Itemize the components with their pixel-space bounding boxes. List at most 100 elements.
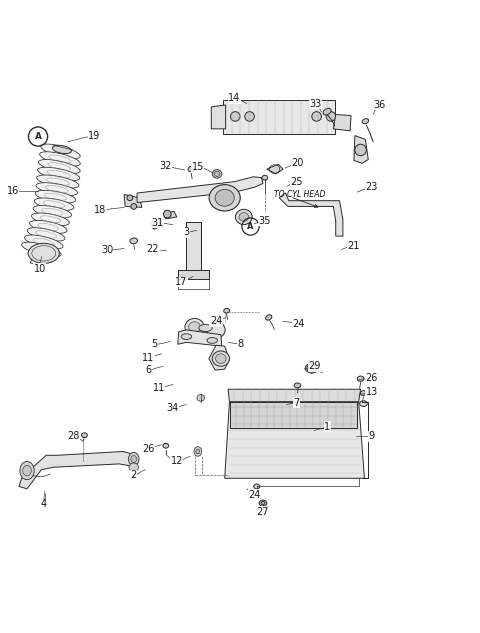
Text: 21: 21 (348, 241, 360, 251)
Ellipse shape (35, 191, 76, 203)
Polygon shape (211, 105, 226, 129)
Text: 19: 19 (88, 130, 100, 141)
Ellipse shape (212, 170, 222, 178)
Ellipse shape (207, 337, 217, 343)
Ellipse shape (199, 324, 212, 332)
Polygon shape (19, 451, 137, 489)
Ellipse shape (28, 243, 60, 263)
Text: A: A (247, 222, 254, 231)
Polygon shape (152, 222, 163, 228)
Polygon shape (267, 165, 283, 174)
Text: 30: 30 (101, 246, 113, 256)
Text: 14: 14 (228, 93, 240, 103)
Ellipse shape (185, 318, 204, 335)
Ellipse shape (20, 461, 34, 480)
Ellipse shape (265, 315, 272, 320)
Ellipse shape (261, 501, 265, 505)
Text: 31: 31 (152, 218, 164, 228)
Text: 8: 8 (237, 339, 243, 349)
Text: 36: 36 (373, 100, 386, 110)
Polygon shape (209, 345, 229, 370)
Ellipse shape (30, 220, 67, 234)
Ellipse shape (27, 228, 65, 241)
Text: 3: 3 (183, 227, 190, 237)
Circle shape (131, 204, 137, 210)
Text: 22: 22 (147, 244, 159, 254)
Ellipse shape (32, 213, 69, 225)
Polygon shape (178, 330, 222, 346)
Text: 20: 20 (291, 158, 304, 168)
Polygon shape (279, 193, 343, 236)
Polygon shape (228, 389, 360, 402)
Ellipse shape (239, 213, 249, 222)
Ellipse shape (215, 189, 234, 206)
Ellipse shape (259, 500, 267, 506)
Ellipse shape (130, 238, 138, 244)
Ellipse shape (41, 144, 80, 159)
Ellipse shape (36, 183, 78, 196)
Polygon shape (137, 177, 263, 203)
Ellipse shape (197, 394, 204, 401)
Text: 18: 18 (94, 205, 107, 215)
Ellipse shape (294, 383, 301, 388)
Ellipse shape (52, 146, 72, 154)
Ellipse shape (38, 160, 80, 173)
Ellipse shape (188, 166, 194, 172)
Text: TO CYL HEAD: TO CYL HEAD (275, 191, 326, 199)
Ellipse shape (36, 175, 79, 188)
Ellipse shape (216, 354, 226, 363)
Polygon shape (223, 100, 335, 134)
Text: 4: 4 (41, 499, 47, 509)
Ellipse shape (189, 322, 201, 332)
Polygon shape (225, 402, 364, 479)
Ellipse shape (194, 447, 202, 456)
Circle shape (230, 111, 240, 122)
Circle shape (355, 144, 366, 156)
Ellipse shape (305, 363, 319, 373)
Ellipse shape (253, 484, 260, 489)
Text: 24: 24 (210, 316, 222, 326)
Circle shape (153, 224, 157, 229)
Ellipse shape (212, 351, 229, 367)
Ellipse shape (22, 242, 61, 257)
Circle shape (127, 195, 133, 201)
Text: 28: 28 (67, 431, 80, 441)
Polygon shape (333, 115, 351, 131)
Ellipse shape (129, 453, 139, 466)
Ellipse shape (262, 175, 268, 180)
Polygon shape (124, 194, 142, 208)
Ellipse shape (209, 185, 240, 211)
Circle shape (245, 111, 254, 122)
Text: 34: 34 (166, 403, 178, 413)
Text: 16: 16 (7, 186, 19, 196)
Ellipse shape (40, 152, 80, 166)
Text: 26: 26 (365, 373, 378, 383)
Text: 11: 11 (142, 353, 154, 363)
Circle shape (307, 363, 317, 373)
Text: 11: 11 (153, 384, 165, 393)
Text: 2: 2 (131, 470, 137, 480)
Text: 27: 27 (257, 507, 269, 517)
Ellipse shape (362, 119, 369, 123)
Polygon shape (354, 135, 368, 163)
Text: A: A (35, 132, 42, 141)
Text: 32: 32 (160, 161, 172, 171)
Ellipse shape (357, 376, 364, 381)
Ellipse shape (214, 172, 220, 177)
Ellipse shape (23, 465, 31, 476)
Text: 7: 7 (293, 398, 300, 408)
Ellipse shape (360, 401, 367, 406)
Ellipse shape (24, 235, 63, 249)
Text: 26: 26 (142, 444, 154, 454)
Text: 17: 17 (175, 277, 188, 287)
Polygon shape (163, 211, 177, 219)
Text: 13: 13 (365, 387, 378, 397)
Text: 24: 24 (292, 319, 305, 329)
Text: 12: 12 (170, 456, 183, 466)
Text: 29: 29 (308, 361, 320, 372)
Text: 24: 24 (248, 489, 261, 499)
Text: 5: 5 (152, 339, 158, 349)
Ellipse shape (207, 322, 225, 338)
Text: 25: 25 (290, 177, 303, 187)
Text: 10: 10 (34, 263, 46, 273)
